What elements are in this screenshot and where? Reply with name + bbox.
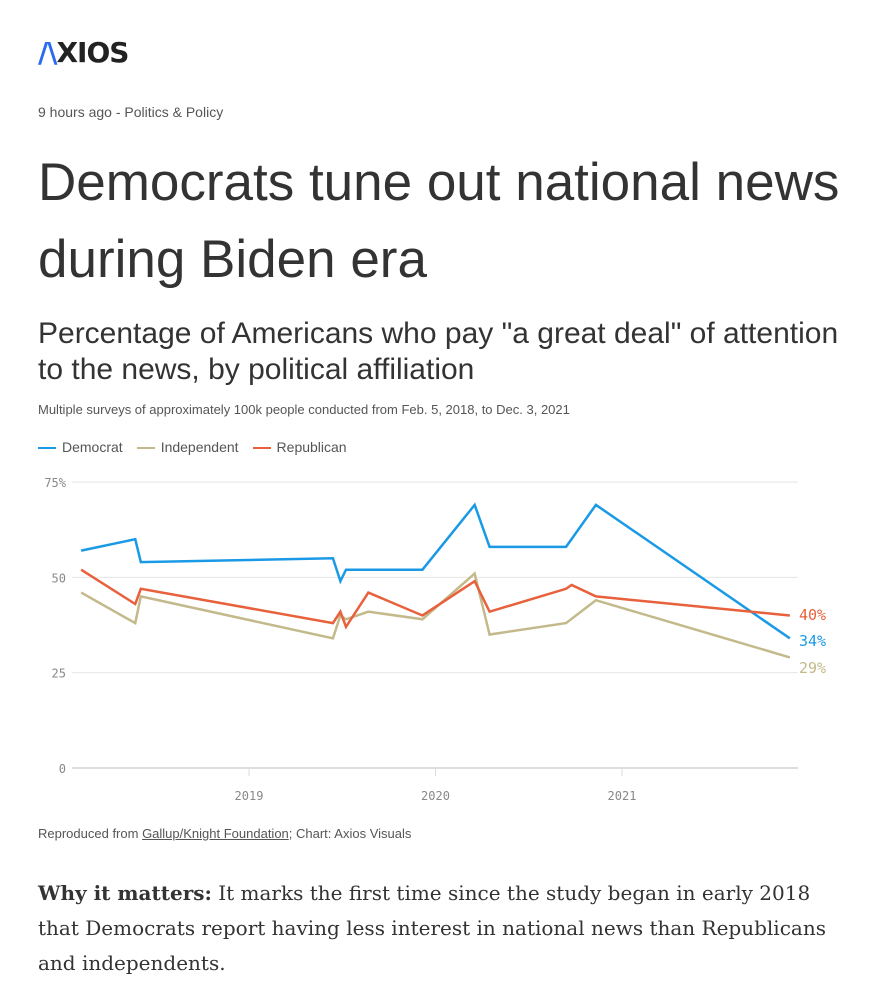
- end-label-independent: 29%: [799, 659, 826, 677]
- y-tick-label: 75%: [44, 476, 66, 490]
- chart-title: Percentage of Americans who pay "a great…: [38, 317, 839, 386]
- y-tick-label: 50: [52, 571, 66, 585]
- legend-swatch: [136, 447, 155, 450]
- legend-item-democrat: Democrat: [38, 439, 123, 455]
- axios-logo[interactable]: /\XIOS: [38, 36, 129, 69]
- legend-swatch: [38, 447, 56, 450]
- legend-swatch: [252, 447, 271, 450]
- source-prefix: Reproduced from: [38, 826, 143, 841]
- chart-legend: Democrat Independent Republican: [38, 439, 347, 455]
- legend-label: Republican: [276, 439, 347, 455]
- y-tick-label: 25: [52, 667, 66, 681]
- chart-source: Reproduced from Gallup/Knight Foundation…: [38, 826, 411, 841]
- x-tick-label: 2019: [235, 789, 264, 803]
- article-meta: 9 hours ago - Politics & Policy: [38, 104, 224, 120]
- legend-label: Democrat: [62, 439, 123, 455]
- body-lead: Why it matters:: [38, 881, 212, 905]
- headline: Democrats tune out national news during …: [38, 153, 840, 289]
- legend-item-republican: Republican: [252, 439, 347, 455]
- body-text: It marks the first time since the study …: [38, 881, 826, 975]
- chart-subtitle: Multiple surveys of approximately 100k p…: [38, 402, 570, 417]
- source-suffix: ; Chart: Axios Visuals: [288, 826, 412, 841]
- end-label-democrat: 34%: [799, 632, 826, 650]
- source-link[interactable]: Gallup/Knight Foundation: [142, 826, 289, 841]
- x-tick-label: 2020: [421, 789, 450, 803]
- line-chart: 75% 50 25 0 2019 2020 2021 34% 29% 40%: [44, 476, 826, 803]
- body-paragraph: Why it matters: It marks the first time …: [38, 876, 848, 981]
- y-tick-label: 0: [59, 762, 66, 776]
- series-line-republican: [80, 568, 790, 630]
- x-tick-label: 2021: [608, 789, 637, 803]
- end-label-republican: 40%: [799, 606, 826, 624]
- series-line-independent: [80, 571, 791, 659]
- legend-item-independent: Independent: [136, 439, 239, 455]
- legend-label: Independent: [160, 439, 239, 455]
- series-line-democrat: [80, 502, 791, 640]
